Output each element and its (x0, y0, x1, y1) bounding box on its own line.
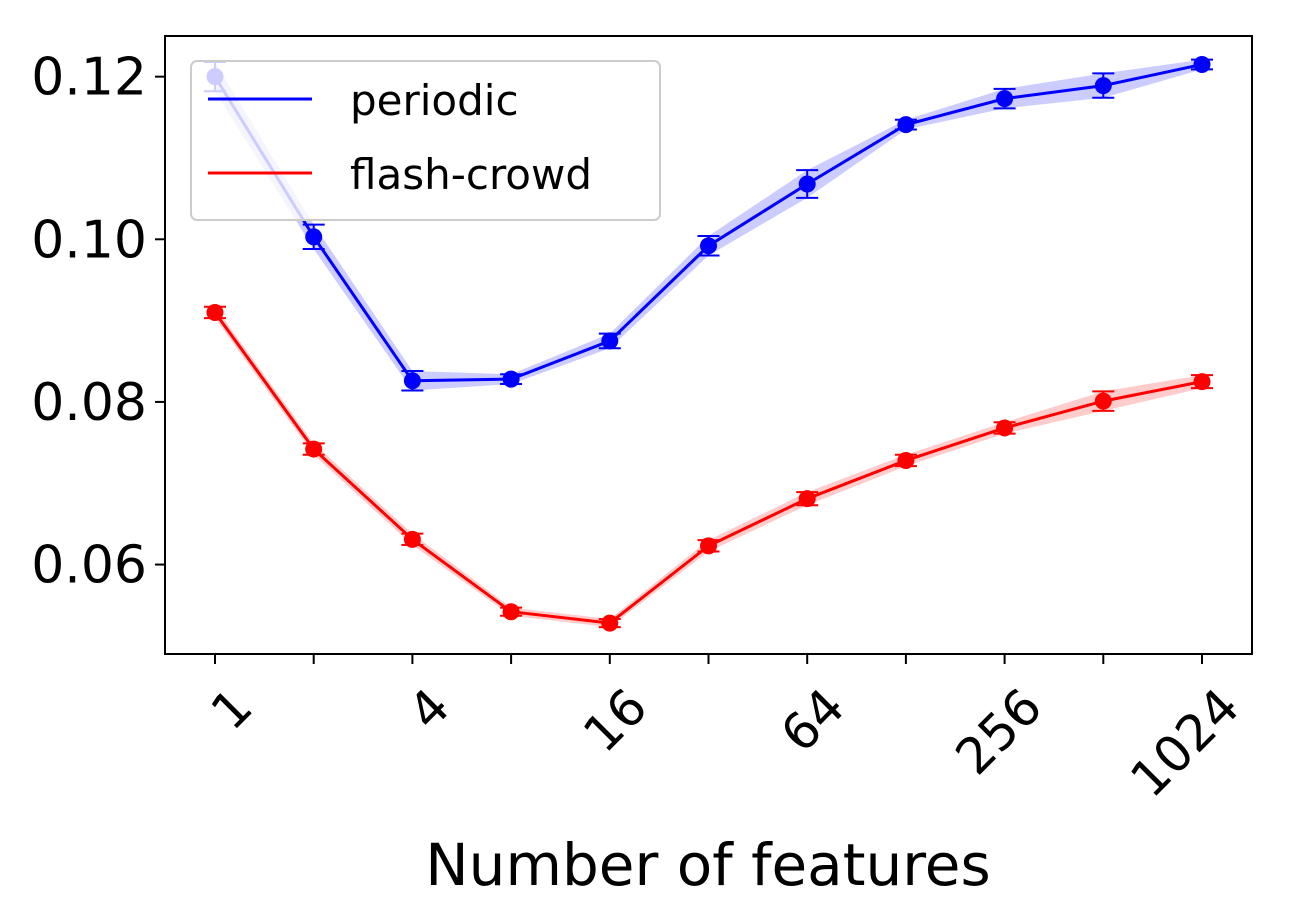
legend-box (190, 60, 661, 221)
point-periodic (403, 372, 421, 390)
point-flash-crowd (601, 614, 619, 632)
y-tick-label: 0.10 (31, 210, 147, 270)
point-flash-crowd (996, 419, 1014, 437)
x-tick-label: 16 (572, 677, 658, 763)
point-flash-crowd (700, 537, 717, 555)
x-tick-label: 256 (945, 677, 1053, 785)
x-tick-label: 1024 (1120, 677, 1251, 808)
point-flash-crowd (403, 530, 421, 548)
point-flash-crowd (798, 490, 816, 508)
data-points-layer (206, 55, 1211, 632)
point-flash-crowd (305, 440, 323, 458)
point-periodic (601, 332, 619, 350)
point-flash-crowd (206, 303, 224, 321)
point-periodic (305, 228, 323, 246)
point-flash-crowd (502, 603, 520, 621)
point-periodic (996, 90, 1014, 108)
point-periodic (798, 175, 816, 193)
y-tick-label: 0.12 (31, 48, 147, 108)
x-tick-label: 64 (770, 677, 856, 763)
x-tick-label: 1 (200, 677, 264, 741)
band-flash-crowd (215, 306, 1202, 628)
legend-label-periodic: periodic (350, 76, 519, 125)
x-tick-label: 4 (397, 677, 461, 741)
line-flash-crowd (213, 311, 1203, 625)
point-flash-crowd (1193, 373, 1211, 391)
y-axis: 0.06 0.08 0.10 0.12 (31, 48, 165, 596)
y-tick-label: 0.08 (31, 373, 147, 433)
point-flash-crowd (897, 451, 915, 469)
point-flash-crowd (1094, 392, 1112, 410)
point-periodic (1094, 77, 1112, 95)
point-periodic (502, 370, 520, 388)
point-periodic (700, 237, 717, 255)
x-axis: 1 4 16 64 256 1024 (200, 654, 1251, 808)
point-periodic (897, 116, 915, 134)
legend-label-flash-crowd: flash-crowd (350, 150, 592, 199)
y-tick-label: 0.06 (31, 536, 147, 596)
x-axis-label: Number of features (425, 831, 990, 899)
legend: periodic flash-crowd (190, 60, 661, 221)
point-periodic (1193, 55, 1211, 73)
